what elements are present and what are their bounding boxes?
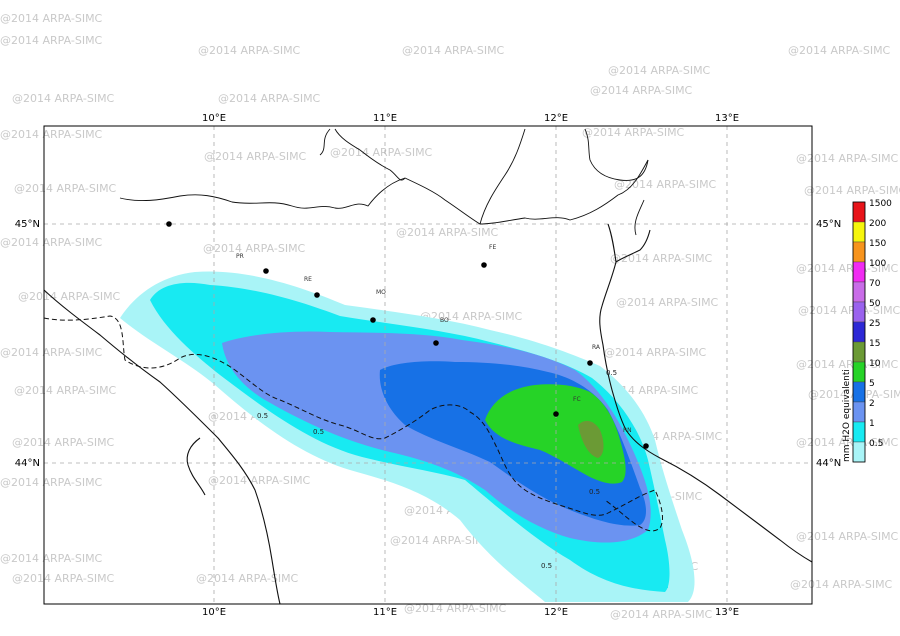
- legend-label: 200: [869, 219, 886, 229]
- lon-tick-bottom: 10°E: [202, 607, 226, 618]
- legend-label: 15: [869, 339, 880, 349]
- map-frame: [43, 125, 813, 605]
- city-dot: [370, 317, 376, 323]
- legend-swatch-70: [852, 281, 866, 303]
- legend-swatch-2: [852, 401, 866, 423]
- legend-label: 50: [869, 299, 881, 309]
- country-borders: [119, 128, 649, 236]
- city-label-fc: FC: [573, 396, 581, 403]
- legend-swatch-0.5: [852, 441, 866, 463]
- legend-label: 70: [869, 279, 881, 289]
- lon-tick-bottom: 12°E: [544, 607, 568, 618]
- legend-swatch-50: [852, 301, 866, 323]
- city-label-mo: MO: [376, 289, 386, 296]
- city-dot: [481, 262, 487, 268]
- precip-speck: [662, 582, 668, 588]
- legend-swatch-100: [852, 261, 866, 283]
- precip-fields: [120, 271, 695, 602]
- legend-swatch-15: [852, 341, 866, 363]
- lat-tick-right: 45°N: [816, 219, 841, 230]
- lat-tick-left: 44°N: [15, 458, 40, 469]
- legend-label: 2: [869, 399, 875, 409]
- legend-label: 25: [869, 319, 880, 329]
- contour-label: 0.5: [589, 488, 600, 496]
- contour-label: 0.5: [606, 369, 617, 377]
- city-dot: [314, 292, 320, 298]
- city-dot: [433, 340, 439, 346]
- city-dot: [263, 268, 269, 274]
- axis-labels: 10°E 11°E 12°E 13°E 10°E 11°E 12°E 13°E …: [15, 113, 841, 618]
- lon-tick-top: 12°E: [544, 113, 568, 124]
- lon-tick-top: 11°E: [373, 113, 397, 124]
- legend-swatch-5: [852, 381, 866, 403]
- city-dot: [643, 443, 649, 449]
- lon-tick-bottom: 11°E: [373, 607, 397, 618]
- city-markers: PR RE MO BO FE RA FC RN: [166, 221, 649, 449]
- legend-swatch-1: [852, 421, 866, 443]
- regional-boundary: [43, 315, 663, 532]
- lon-tick-top: 10°E: [202, 113, 226, 124]
- lon-tick-top: 13°E: [715, 113, 739, 124]
- city-label-pr: PR: [236, 253, 244, 260]
- legend-swatch-25: [852, 321, 866, 343]
- city-dot: [587, 360, 593, 366]
- city-dot: [553, 411, 559, 417]
- legend-label: 100: [869, 259, 886, 269]
- contour-label: 0.5: [257, 412, 268, 420]
- legend-label: 150: [869, 239, 886, 249]
- lat-tick-right: 44°N: [816, 458, 841, 469]
- legend-label: 0.5: [869, 439, 883, 449]
- contour-label: 0.5: [541, 562, 552, 570]
- coastline: [43, 223, 813, 605]
- legend-label: 1: [869, 419, 875, 429]
- legend-label: 10: [869, 359, 881, 369]
- precip-10: [485, 384, 626, 484]
- legend-label: 5: [869, 379, 875, 389]
- lat-tick-left: 45°N: [15, 219, 40, 230]
- legend-swatch-1500: [852, 201, 866, 223]
- legend-swatch-150: [852, 241, 866, 263]
- legend-label: 1500: [869, 199, 892, 209]
- city-label-bo: BO: [440, 317, 449, 324]
- legend-title: mm H2O equivalenti: [842, 369, 852, 462]
- legend: mm H2O equivalenti 150020015010070502515…: [842, 199, 892, 463]
- legend-frame: [852, 201, 866, 463]
- city-label-ra: RA: [592, 344, 601, 351]
- legend-swatch-200: [852, 221, 866, 243]
- city-label-rn: RN: [623, 427, 632, 434]
- contour-labels: 0.5 0.5 0.5 0.5 0.5: [257, 369, 617, 570]
- lon-tick-bottom: 13°E: [715, 607, 739, 618]
- contour-label: 0.5: [313, 428, 324, 436]
- city-dot: [166, 221, 172, 227]
- precip-15: [578, 420, 604, 458]
- graticule: [44, 126, 812, 604]
- city-label-re: RE: [304, 276, 312, 283]
- legend-swatch-10: [852, 361, 866, 383]
- city-label-fe: FE: [489, 244, 496, 251]
